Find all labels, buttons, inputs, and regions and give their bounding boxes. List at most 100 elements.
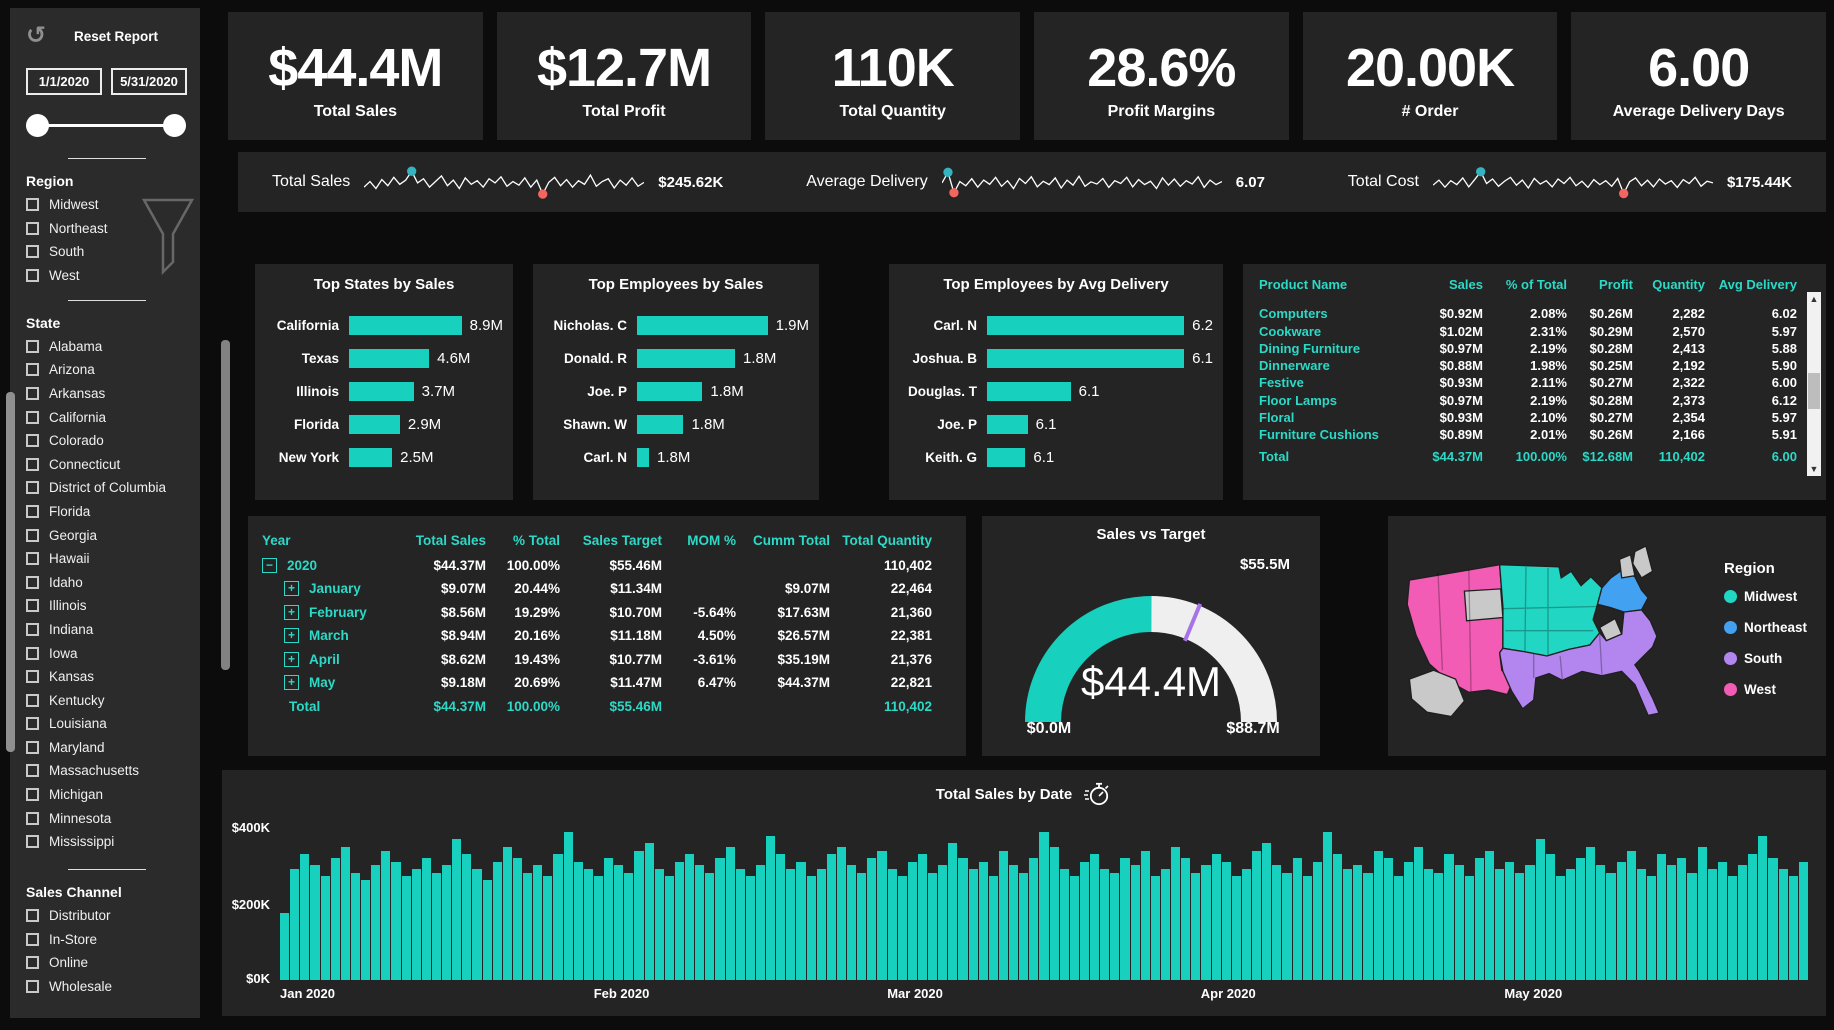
collapse-icon[interactable]: − — [262, 557, 277, 573]
daily-bar[interactable] — [482, 880, 492, 980]
filter-option[interactable]: Alabama — [26, 339, 188, 354]
bar[interactable] — [349, 381, 414, 401]
cell[interactable]: $9.07M — [440, 581, 486, 597]
daily-bar[interactable] — [1677, 857, 1687, 980]
expand-icon[interactable]: + — [284, 651, 299, 667]
daily-bar[interactable] — [1768, 857, 1778, 980]
filter-option[interactable]: West — [26, 268, 188, 283]
cell[interactable] — [662, 554, 736, 578]
cell[interactable]: 2.31% — [1530, 323, 1567, 339]
daily-bar[interactable] — [442, 865, 452, 980]
daily-bar[interactable] — [1596, 865, 1606, 980]
expand-icon[interactable]: + — [284, 628, 299, 644]
row-label[interactable]: + January — [284, 577, 390, 601]
bar[interactable] — [987, 381, 1071, 401]
daily-bar[interactable] — [583, 869, 593, 980]
map-state-maine[interactable] — [1632, 545, 1654, 579]
daily-bar[interactable] — [887, 869, 897, 980]
cell[interactable]: 100.00% — [506, 557, 560, 573]
daily-bar[interactable] — [1434, 872, 1444, 980]
cell[interactable]: $11.34M — [610, 581, 662, 597]
map-region-northeast[interactable] — [1596, 569, 1649, 613]
bar[interactable] — [637, 348, 736, 368]
filter-option[interactable]: Wholesale — [26, 979, 188, 994]
daily-bar[interactable] — [1727, 876, 1737, 980]
filter-option[interactable]: Midwest — [26, 197, 188, 212]
daily-bar[interactable] — [492, 861, 502, 980]
checkbox[interactable] — [26, 363, 39, 377]
daily-bar[interactable] — [593, 876, 603, 980]
cell[interactable]: $11.18M — [610, 628, 662, 644]
filter-option[interactable]: Arkansas — [26, 386, 188, 401]
map-state-west-virginia[interactable] — [1598, 617, 1623, 642]
daily-bar[interactable] — [1717, 861, 1727, 980]
daily-bar[interactable] — [1636, 869, 1646, 980]
daily-bar[interactable] — [1059, 869, 1069, 980]
daily-bar[interactable] — [1484, 850, 1494, 980]
daily-bar[interactable] — [806, 876, 816, 980]
sidebar-scrollbar-thumb[interactable] — [6, 392, 15, 752]
daily-bar[interactable] — [988, 876, 998, 980]
daily-bar[interactable] — [907, 861, 917, 980]
cell[interactable] — [736, 554, 830, 578]
canvas-scrollbar-thumb[interactable] — [221, 340, 230, 670]
scroll-up-icon[interactable]: ▲ — [1807, 292, 1821, 306]
cell[interactable]: 6.47% — [697, 675, 736, 691]
checkbox[interactable] — [26, 622, 39, 636]
daily-bar[interactable] — [1667, 865, 1677, 980]
daily-bar[interactable] — [1505, 861, 1515, 980]
cell[interactable]: $0.97M — [1439, 392, 1483, 408]
daily-bar[interactable] — [1252, 850, 1262, 980]
checkbox[interactable] — [26, 764, 39, 778]
daily-bar[interactable] — [1454, 865, 1464, 980]
product-name-cell[interactable]: Computers — [1259, 306, 1328, 322]
row-label[interactable]: + April — [284, 648, 390, 672]
checkbox[interactable] — [26, 599, 39, 613]
daily-bar[interactable] — [1515, 872, 1525, 980]
slider-handle-left[interactable] — [26, 114, 49, 137]
date-range-slider[interactable] — [26, 111, 186, 141]
daily-bar[interactable] — [1424, 869, 1434, 980]
cell[interactable]: $0.28M — [1589, 392, 1633, 408]
daily-bar[interactable] — [1788, 876, 1798, 980]
cell[interactable]: $0.97M — [1439, 340, 1483, 356]
checkbox[interactable] — [26, 198, 39, 211]
daily-bar[interactable] — [1201, 865, 1211, 980]
cell[interactable]: $8.56M — [440, 604, 486, 620]
cell[interactable]: $1.02M — [1439, 323, 1483, 339]
map-state-vermont[interactable] — [1618, 553, 1636, 579]
checkbox[interactable] — [26, 980, 39, 994]
daily-bar[interactable] — [1403, 861, 1413, 980]
daily-bar[interactable] — [978, 861, 988, 980]
filter-option[interactable]: Distributor — [26, 908, 188, 923]
daily-bar[interactable] — [1555, 876, 1565, 980]
bar[interactable] — [637, 447, 650, 467]
bar[interactable] — [349, 447, 393, 467]
daily-bar[interactable] — [533, 865, 543, 980]
daily-bar[interactable] — [381, 850, 391, 980]
cell[interactable]: 2,282 — [1672, 306, 1705, 322]
daily-bar[interactable] — [1535, 839, 1545, 980]
daily-bar[interactable] — [1495, 869, 1505, 980]
cell[interactable]: $0.89M — [1439, 427, 1483, 443]
checkbox[interactable] — [26, 386, 39, 400]
filter-option[interactable]: Georgia — [26, 528, 188, 543]
daily-bar[interactable] — [371, 865, 381, 980]
daily-bar[interactable] — [674, 861, 684, 980]
daily-bar[interactable] — [350, 872, 360, 980]
map-region-south[interactable] — [1498, 609, 1661, 717]
cell[interactable]: 2,354 — [1672, 410, 1705, 426]
daily-bar[interactable] — [1444, 854, 1454, 980]
cell[interactable]: $11.47M — [610, 675, 662, 691]
daily-bar[interactable] — [563, 832, 573, 980]
checkbox[interactable] — [26, 835, 39, 849]
cell[interactable]: 5.90 — [1771, 358, 1797, 374]
cell[interactable]: 2,373 — [1672, 392, 1705, 408]
daily-bar[interactable] — [917, 854, 927, 980]
cell[interactable]: 4.50% — [697, 628, 736, 644]
daily-bar[interactable] — [1140, 850, 1150, 980]
bar[interactable] — [637, 381, 703, 401]
cell[interactable] — [662, 695, 736, 719]
legend-item-west[interactable]: West — [1724, 682, 1807, 697]
filter-option[interactable]: California — [26, 410, 188, 425]
